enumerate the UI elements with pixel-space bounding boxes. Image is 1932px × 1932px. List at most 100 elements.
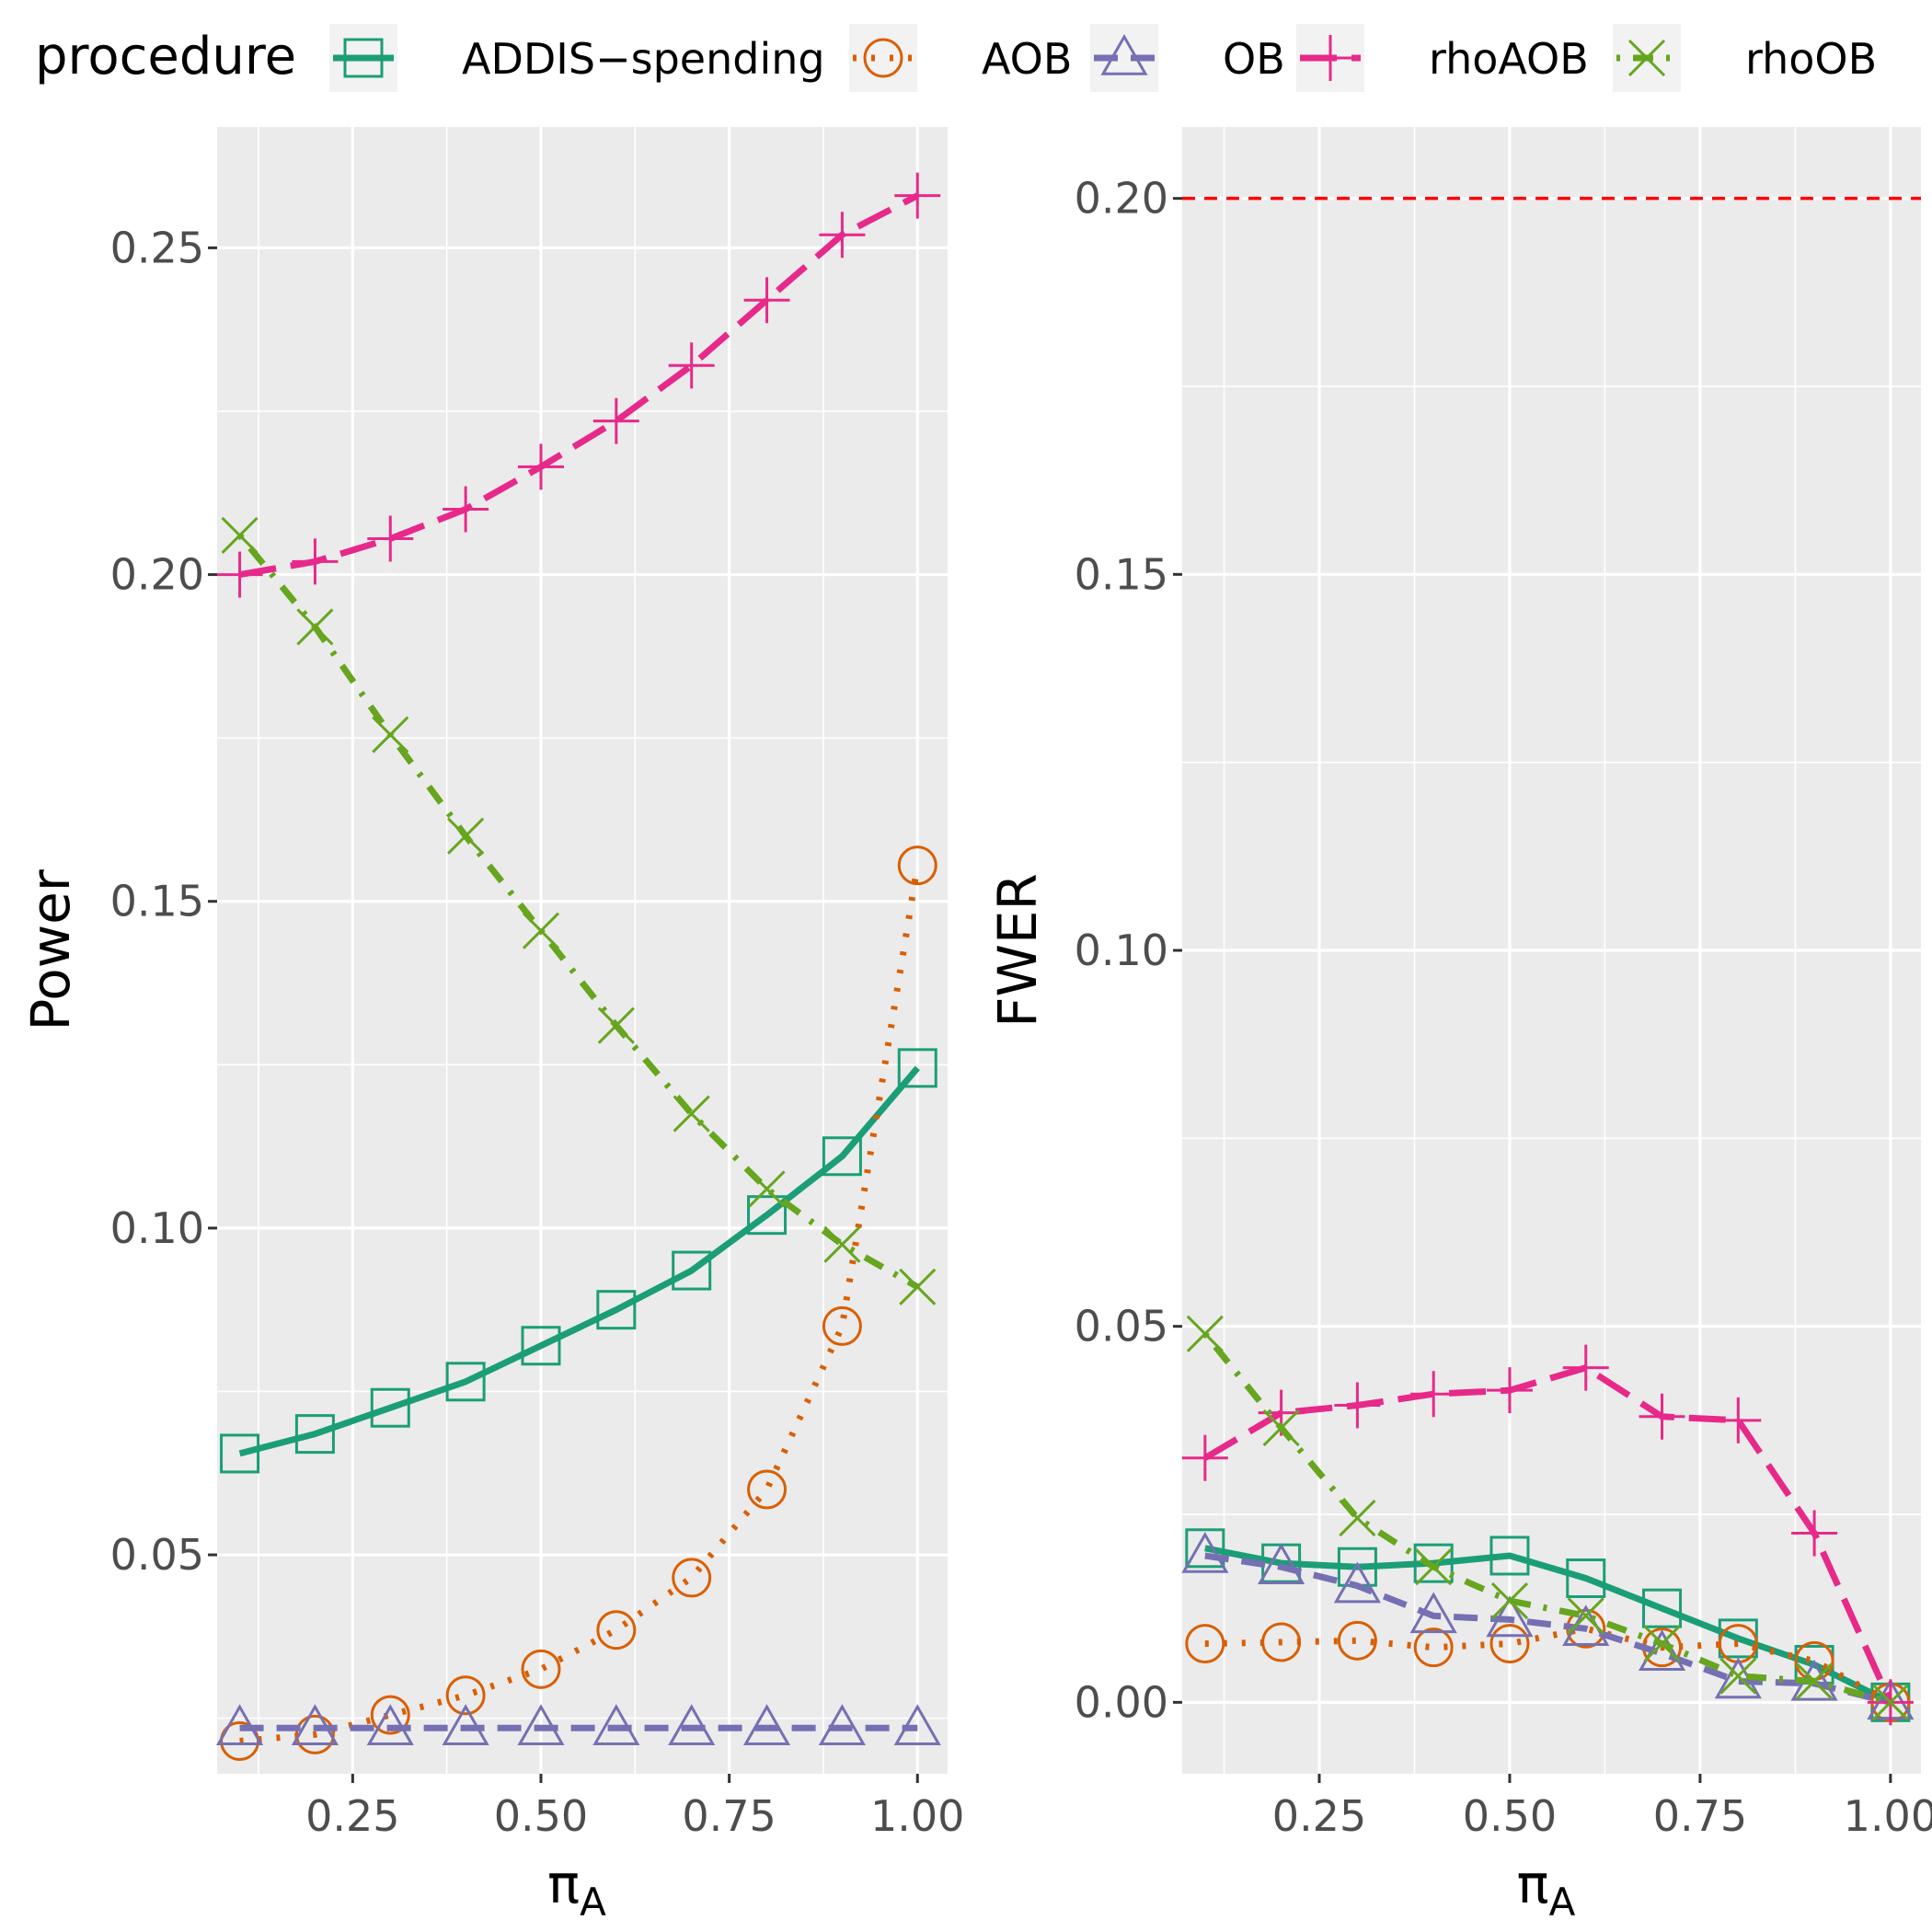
data-point	[592, 397, 639, 444]
data-point-marker	[672, 1250, 712, 1291]
series-plus	[216, 172, 941, 598]
data-point	[372, 716, 409, 753]
data-point-marker	[296, 608, 334, 646]
data-point	[596, 1610, 637, 1650]
data-point-marker	[1181, 1531, 1229, 1573]
data-point	[1334, 1382, 1381, 1429]
data-point-marker	[819, 212, 866, 259]
data-point	[443, 486, 489, 533]
series-line	[236, 533, 920, 1290]
data-point	[822, 1305, 862, 1346]
y-tick-label: 0.20	[1075, 174, 1168, 224]
data-point	[296, 608, 334, 646]
x-tick-label: 0.50	[1463, 1791, 1557, 1841]
data-point-marker	[1489, 1624, 1530, 1664]
data-point	[1262, 1409, 1300, 1447]
series-cross	[221, 516, 937, 1305]
data-point-marker	[294, 1414, 335, 1455]
y-tick-label: 0.25	[110, 223, 204, 272]
data-point-marker	[1567, 1597, 1604, 1635]
data-point	[743, 277, 790, 324]
data-point-marker	[445, 1362, 486, 1402]
data-point-marker	[442, 1704, 489, 1746]
y-tick-label: 0.20	[110, 550, 204, 600]
data-point-marker	[367, 515, 414, 562]
x-tick-label: 0.50	[494, 1791, 588, 1841]
data-point-marker	[596, 1290, 637, 1330]
legend-item-1: AOB	[849, 24, 1072, 92]
circle-marker-icon	[863, 38, 903, 78]
gridlines	[1182, 127, 1921, 1774]
data-point-marker	[747, 1195, 788, 1236]
data-point-marker	[748, 1170, 786, 1208]
data-point	[292, 538, 339, 585]
data-point-marker	[445, 1675, 486, 1716]
plus-marker-icon	[1307, 35, 1353, 81]
y-tick-label: 0.05	[110, 1530, 204, 1580]
data-point	[1642, 1588, 1683, 1628]
data-point-marker	[1410, 1371, 1457, 1418]
data-point-marker	[1566, 1558, 1606, 1598]
data-point	[672, 1558, 712, 1598]
data-point	[294, 1714, 335, 1754]
plus-marker-icon-mark	[1307, 35, 1353, 81]
data-point	[1409, 1592, 1457, 1634]
data-point	[366, 1704, 414, 1746]
data-point	[221, 516, 259, 555]
data-point-marker	[1185, 1528, 1225, 1569]
triangle-marker-icon-mark	[1100, 33, 1148, 75]
data-point-marker	[1486, 1595, 1534, 1638]
data-point-marker	[743, 277, 790, 324]
data-point-marker	[521, 1649, 561, 1689]
data-point-marker	[447, 817, 485, 855]
data-point-marker	[897, 845, 937, 886]
data-point	[291, 1704, 339, 1746]
data-point	[1413, 1543, 1454, 1583]
y-axis-title: FWER	[986, 873, 1049, 1028]
data-point	[522, 912, 560, 949]
data-point	[668, 342, 715, 389]
y-tick-label: 0.00	[1075, 1677, 1168, 1727]
data-point	[220, 1433, 260, 1474]
series-line	[1204, 1552, 1892, 1706]
data-point	[442, 1704, 489, 1746]
data-point	[897, 1048, 937, 1088]
legend-item-0: ADDIS−spending	[329, 24, 825, 92]
data-point-marker	[1490, 1581, 1529, 1620]
data-point	[899, 1268, 937, 1305]
data-point-marker	[1258, 1543, 1305, 1584]
data-point-marker	[1871, 1684, 1909, 1721]
data-point-marker	[893, 1704, 941, 1746]
data-point	[818, 1704, 866, 1746]
data-point-marker	[370, 1695, 410, 1735]
data-point-marker	[822, 1305, 862, 1346]
data-point	[897, 845, 937, 886]
data-point-marker	[372, 716, 409, 753]
data-point-marker	[899, 1268, 937, 1305]
data-point-marker	[1186, 1315, 1224, 1352]
x-tick-label: 0.75	[1653, 1791, 1747, 1841]
data-point	[596, 1290, 637, 1330]
data-point-marker	[366, 1704, 414, 1746]
y-axis-title: Power	[19, 869, 82, 1031]
data-point	[1639, 1393, 1685, 1440]
data-point	[1871, 1684, 1909, 1721]
legend-item-3: rhoAOB	[1296, 24, 1589, 92]
data-point	[742, 1704, 791, 1746]
data-point	[747, 1195, 788, 1236]
x-tick-label: 0.25	[305, 1791, 399, 1841]
data-point-marker	[1334, 1382, 1381, 1429]
x-axis-symbol: π	[547, 1853, 580, 1915]
data-point-marker	[1415, 1548, 1453, 1586]
series-square	[220, 1048, 937, 1474]
data-point-marker	[1562, 1344, 1609, 1391]
data-point-marker	[742, 1704, 791, 1746]
data-point	[367, 515, 414, 562]
data-point-marker	[597, 1006, 635, 1044]
data-point-marker	[668, 342, 715, 389]
legend-title: procedure	[35, 27, 296, 86]
data-point	[1490, 1581, 1529, 1620]
data-point-marker	[443, 486, 489, 533]
data-point-marker	[291, 1704, 339, 1746]
data-point	[521, 1326, 561, 1366]
